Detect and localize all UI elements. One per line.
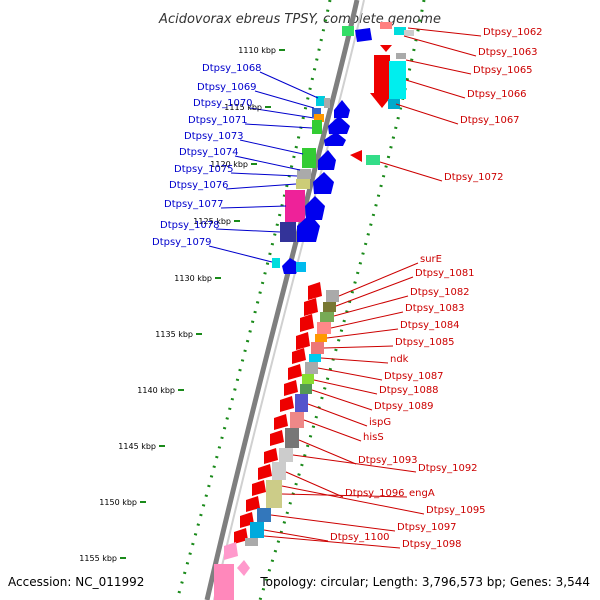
reverse-gene-label: Dtpsy_1071 [188,115,248,126]
forward-gene-label: Dtpsy_1063 [478,47,538,58]
reverse-gene-label: Dtpsy_1070 [193,98,253,109]
forward-gene-label: ispG [369,417,391,428]
forward-gene-label: Dtpsy_1085 [395,337,455,348]
scale-tick-label: 1125 kbp [193,217,231,226]
scale-tick-label: 1145 kbp [118,442,156,451]
forward-gene-label: Dtpsy_1066 [467,89,527,100]
forward-gene-label: hisS [363,432,384,443]
reverse-gene-label: Dtpsy_1073 [184,131,244,142]
reverse-gene-label: Dtpsy_1074 [179,147,239,158]
reverse-gene-label: Dtpsy_1076 [169,180,229,191]
forward-gene-label: ndk [390,354,409,365]
forward-gene-label: Dtpsy_1089 [374,401,434,412]
forward-gene-label: Dtpsy_1087 [384,371,444,382]
scale-tick-label: 1155 kbp [79,554,117,563]
reverse-gene-labels: Dtpsy_1068 Dtpsy_1069 Dtpsy_1070 Dtpsy_1071… [152,63,262,248]
forward-gene-label: Dtpsy_1096 [345,488,405,499]
forward-gene-label: Dtpsy_1093 [358,455,418,466]
reverse-gene-label: Dtpsy_1068 [202,63,262,74]
backbone [204,0,365,600]
forward-gene-label: Dtpsy_1084 [400,320,460,331]
forward-gene-label: Dtpsy_1092 [418,463,478,474]
scale-tick-label: 1140 kbp [137,386,175,395]
forward-gene-label: Dtpsy_1098 [402,539,462,550]
reverse-gene-label: Dtpsy_1079 [152,237,212,248]
reverse-leader-lines [208,71,319,263]
reverse-gene-label: Dtpsy_1069 [197,82,257,93]
forward-gene-label: Dtpsy_1065 [473,65,533,76]
scale-tick-label: 1150 kbp [99,498,137,507]
forward-gene-label: Dtpsy_1067 [460,115,520,126]
forward-gene-label: Dtpsy_1062 [483,27,543,38]
reverse-gene-label: Dtpsy_1077 [164,199,224,210]
forward-gene-label: surE [420,254,442,265]
forward-gene-label: Dtpsy_1100 [330,532,390,543]
gene-features [214,22,414,600]
accession-text: Accession: NC_011992 [8,575,144,589]
reverse-gene-label: Dtpsy_1075 [174,164,234,175]
scale-ticks: 1110 kbp 1115 kbp 1120 kbp 1125 kbp 1130 kbp… [79,46,285,563]
forward-leader-lines [263,27,482,549]
forward-gene-label: Dtpsy_1095 [426,505,486,516]
forward-gene-labels: Dtpsy_1062 Dtpsy_1063 Dtpsy_1065 Dtpsy_1066… [330,27,543,550]
forward-gene-label: Dtpsy_1082 [410,287,470,298]
forward-gene-label: Dtpsy_1081 [415,268,475,279]
scale-tick-label: 1120 kbp [210,160,248,169]
scale-tick-label: 1115 kbp [224,103,262,112]
forward-gene-label: Dtpsy_1072 [444,172,504,183]
scale-tick-label: 1130 kbp [174,274,212,283]
forward-gene-label: Dtpsy_1097 [397,522,457,533]
reverse-gene-label: Dtpsy_1078 [160,220,220,231]
forward-gene-label: engA [409,488,435,499]
scale-tick-label: 1110 kbp [238,46,276,55]
genome-title: Acidovorax ebreus TPSY, complete genome [158,12,441,27]
forward-gene-label: Dtpsy_1088 [379,385,439,396]
forward-gene-label: Dtpsy_1083 [405,303,465,314]
summary-text: Topology: circular; Length: 3,796,573 bp… [259,575,590,589]
scale-tick-label: 1135 kbp [155,330,193,339]
